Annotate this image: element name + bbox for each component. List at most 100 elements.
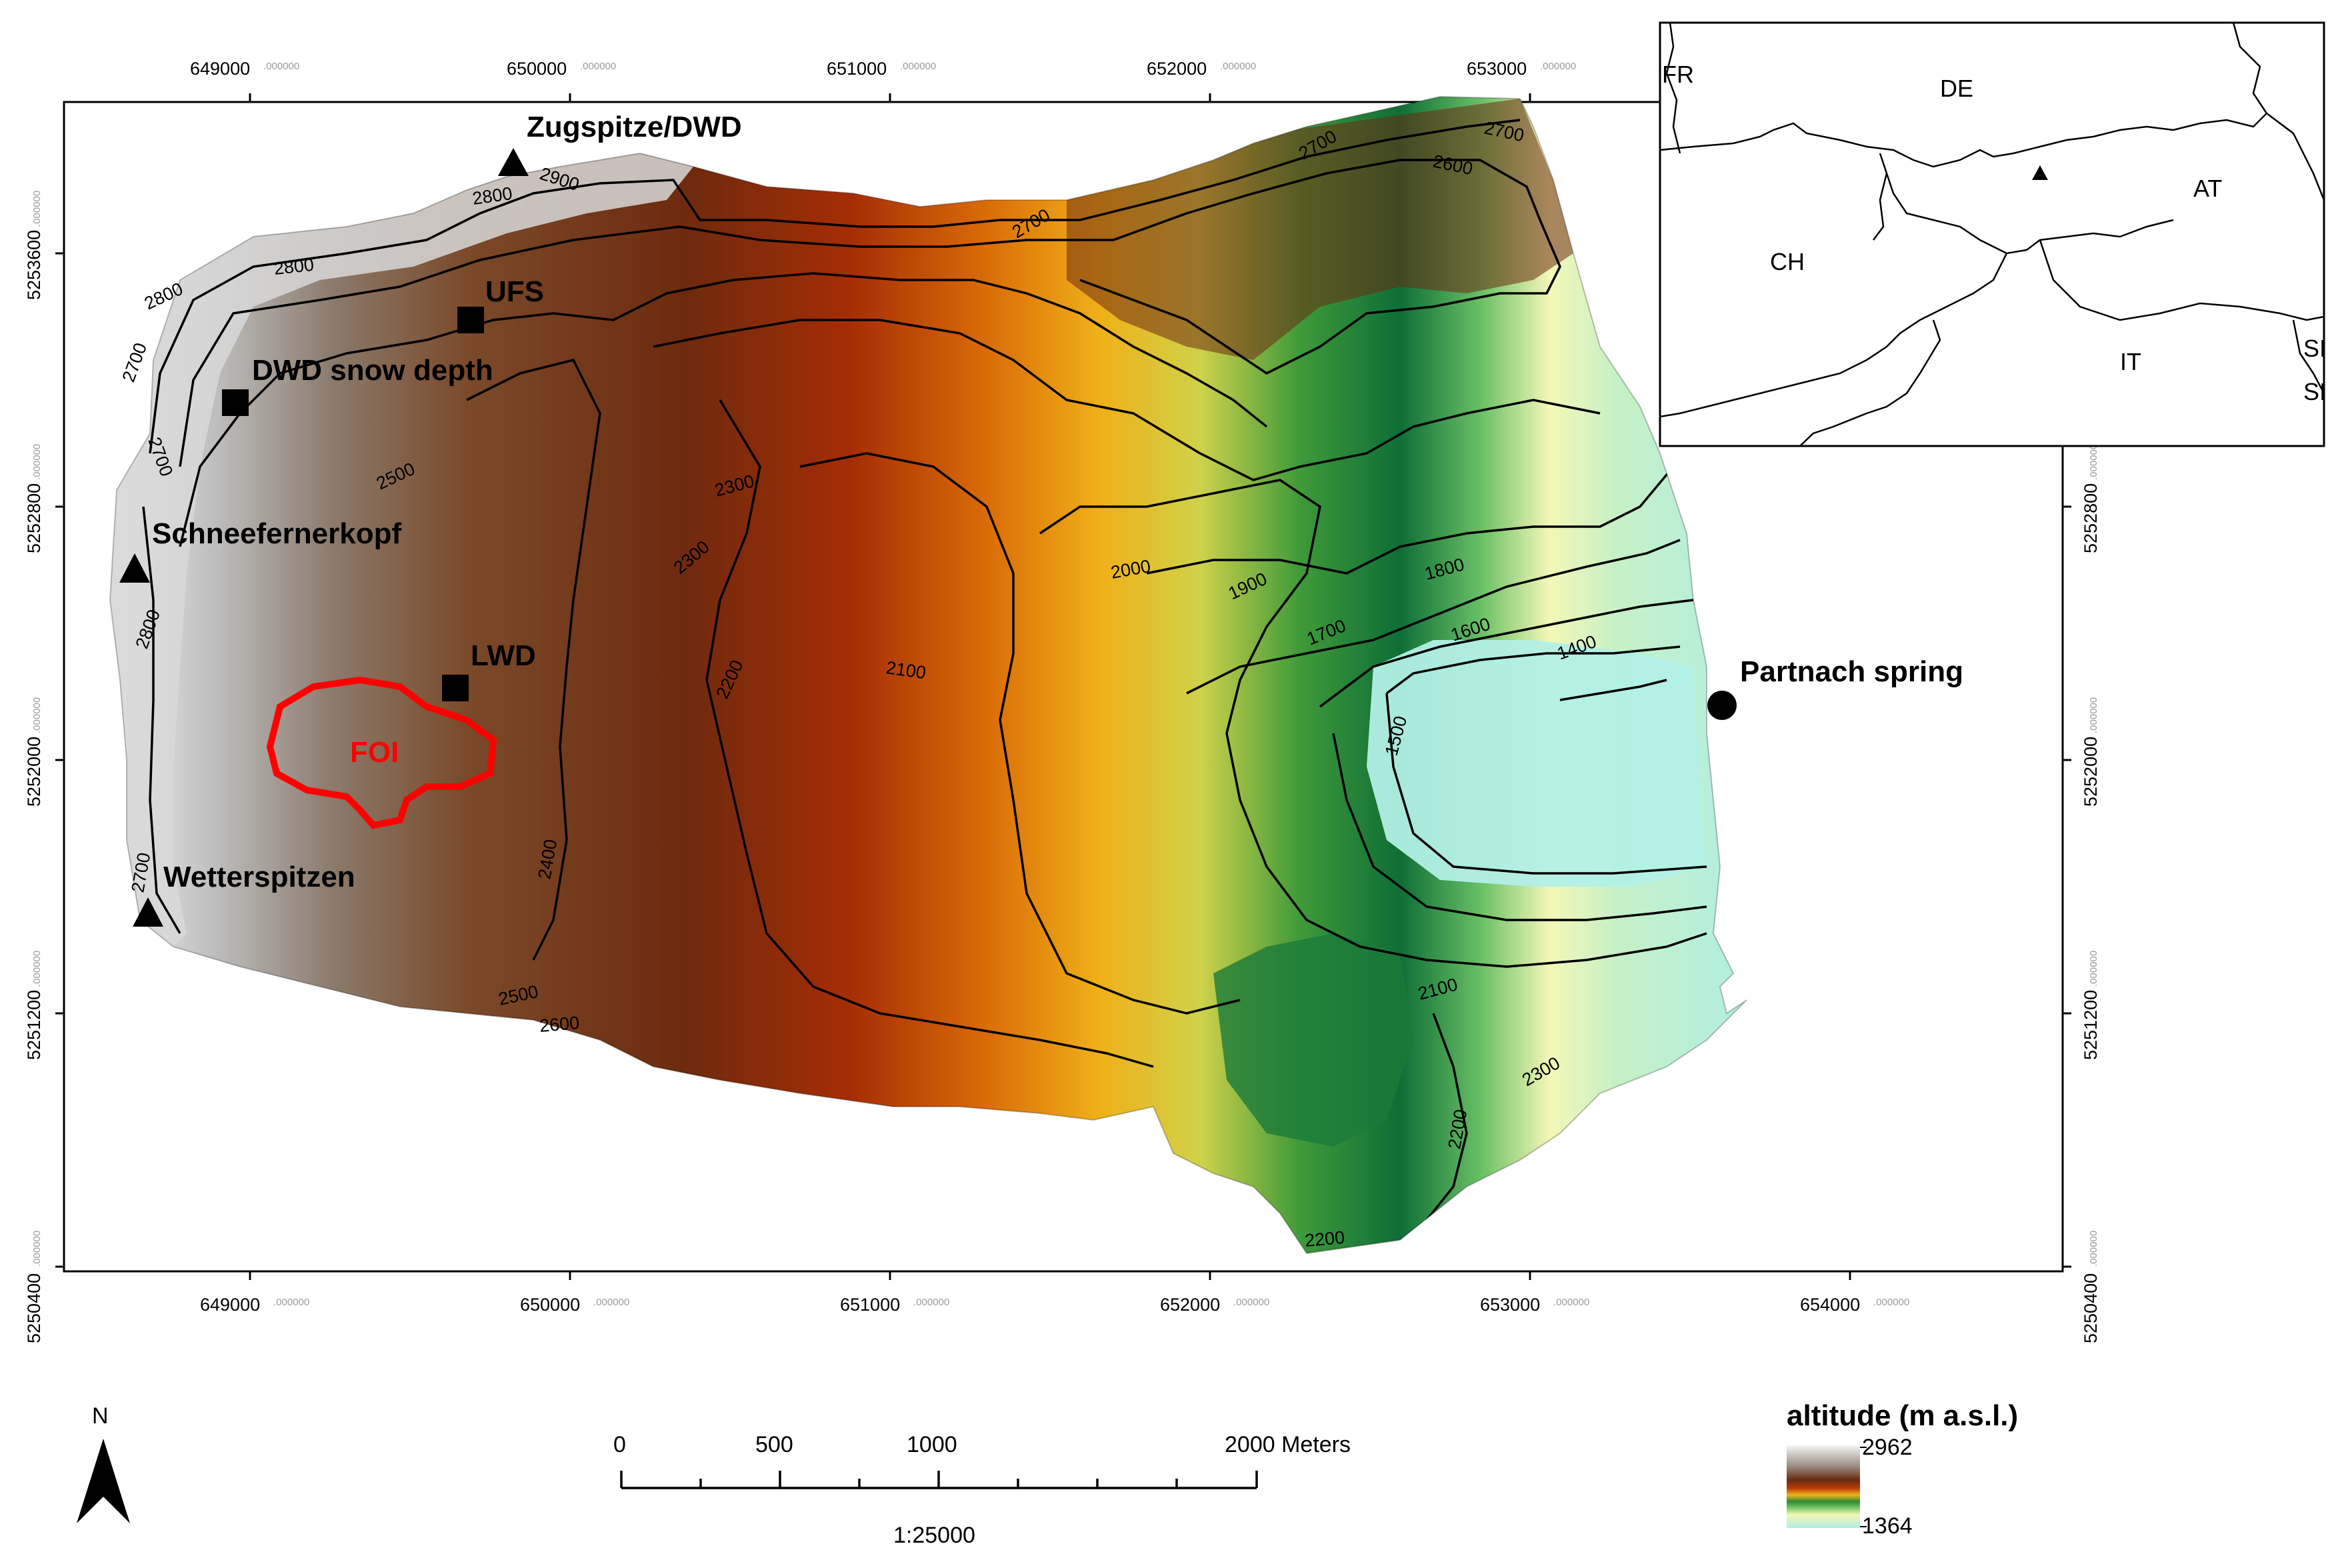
contour-1900 [1146, 465, 1675, 575]
north-arrow: N [77, 1403, 130, 1523]
x-axis-top-labels: 649000 .000000 650000 .000000 651000 .00… [190, 59, 1576, 79]
contour-label: 2600 [539, 1013, 580, 1036]
wetterspitzen-marker [133, 897, 163, 927]
dwd-snow-marker [222, 389, 249, 416]
contour-2500 [179, 272, 1268, 547]
contour-1600 [1332, 733, 1707, 921]
contour-2800 [149, 119, 1521, 454]
altitude-legend: altitude (m a.s.l.) 2962 1364 [1787, 1399, 2018, 1539]
x-tick-label: 651000 [840, 1295, 900, 1315]
y-tick-label: 5250400 [2081, 1273, 2101, 1343]
contour-label: 2700 [118, 340, 151, 385]
contour-1800 [1186, 539, 1681, 695]
partnach-label: Partnach spring [1740, 655, 1963, 688]
contour-2200-south [1425, 1013, 1468, 1221]
legend-title: altitude (m a.s.l.) [1787, 1399, 2018, 1432]
lwd-marker [442, 675, 469, 701]
contour-2400 [466, 358, 601, 961]
y-tick-label: 5252800 [2081, 483, 2101, 553]
contour-1700 [1319, 599, 1694, 708]
x-tick-label: 652000 [1160, 1295, 1220, 1315]
inset-borders [1659, 22, 2325, 447]
y-tick-label: 5252800 [24, 483, 44, 553]
y-tick-decimal: .000000 [31, 191, 43, 227]
y-tick-decimal: .000000 [2088, 1231, 2099, 1267]
foi-label: FOI [350, 736, 399, 769]
x-tick-label: 653000 [1467, 59, 1527, 79]
x-tick-decimal: .000000 [1540, 61, 1576, 72]
contour-2000 [1039, 479, 1707, 968]
contour-1500 [1385, 645, 1707, 875]
valley-floor [1367, 640, 1707, 887]
x-axis-bottom-labels: 649000 .000000 650000 .000000 651000 .00… [200, 1295, 1909, 1315]
contour-2600 [179, 159, 1561, 467]
scale-label: 500 [755, 1432, 793, 1457]
y-tick-decimal: .000000 [2088, 444, 2099, 480]
y-tick-label: 5250400 [24, 1273, 44, 1343]
contour-1400 [1559, 679, 1667, 701]
contour-label: 2800 [273, 255, 315, 279]
x-tick-decimal: .000000 [593, 1297, 629, 1308]
country-label: SI [2303, 378, 2326, 405]
contour-2200 [705, 399, 1154, 1068]
wetterspitzen-label: Wetterspitzen [163, 861, 355, 893]
y-tick-decimal: .000000 [2088, 951, 2099, 987]
x-tick-decimal: .000000 [913, 1297, 949, 1308]
legend-min: 1364 [1862, 1513, 1913, 1539]
scale-label: 0 [613, 1432, 626, 1457]
y-tick-decimal: .000000 [31, 951, 43, 987]
zugspitze-label: Zugspitze/DWD [527, 111, 742, 143]
x-tick-decimal: .000000 [1220, 61, 1256, 72]
inset-map: FR DE AT CH IT SI SI [1659, 21, 2326, 447]
summit-snow [110, 153, 693, 947]
contour-2300 [653, 319, 1601, 481]
site-markers: Zugspitze/DWD UFS DWD snow depth Schneef… [119, 111, 1963, 927]
south-lobe-green [1213, 933, 1413, 1147]
y-tick-decimal: .000000 [31, 697, 43, 733]
ufs-marker [457, 307, 484, 333]
x-tick-label: 649000 [200, 1295, 260, 1315]
inset-location-marker [2032, 165, 2048, 180]
catchment-boundary [109, 95, 1747, 1255]
x-tick-label: 651000 [827, 59, 887, 79]
x-tick-label: 650000 [507, 59, 567, 79]
scale-label: 1000 [907, 1432, 957, 1457]
legend-max: 2962 [1862, 1435, 1913, 1460]
y-tick-decimal: .000000 [31, 444, 43, 480]
ufs-label: UFS [485, 275, 544, 308]
inset-frame [1659, 21, 2325, 447]
partnach-marker [1707, 691, 1737, 720]
y-tick-label: 5251200 [2081, 990, 2101, 1060]
y-tick-label: 5252000 [2081, 737, 2101, 807]
contour-2100 [799, 452, 1241, 1015]
x-tick-decimal: .000000 [580, 61, 616, 72]
country-label: IT [2120, 348, 2141, 375]
legend-colorbar [1787, 1445, 1860, 1528]
y-axis-right-labels: 5252800 .000000 5252000 .000000 5251200 … [2081, 444, 2101, 1343]
y-tick-decimal: .000000 [2088, 697, 2099, 733]
x-tick-decimal: .000000 [263, 61, 299, 72]
y-axis-left-labels: 5253600 .000000 5252800 .000000 5252000 … [24, 191, 44, 1343]
lwd-label: LWD [471, 639, 536, 672]
country-label: DE [1940, 75, 1973, 102]
y-tick-label: 5252000 [24, 737, 44, 807]
foi-area [266, 676, 497, 829]
scale-bar: 0 500 1000 2000 Meters 1:25000 [613, 1432, 1351, 1548]
dwd-snow-label: DWD snow depth [252, 354, 493, 387]
north-arrow-icon [77, 1439, 130, 1523]
axis-ticks [55, 93, 2071, 1280]
contour-2700 [142, 506, 181, 934]
x-tick-label: 653000 [1480, 1295, 1540, 1315]
x-tick-decimal: .000000 [1233, 1297, 1269, 1308]
schneefernerkopf-marker [119, 553, 150, 583]
country-label: AT [2193, 175, 2222, 202]
x-tick-decimal: .000000 [1553, 1297, 1589, 1308]
zugspitze-marker [498, 148, 529, 176]
contour-lines [142, 119, 1707, 1221]
map-frame [63, 101, 2064, 1273]
x-tick-label: 652000 [1147, 59, 1207, 79]
x-tick-decimal: .000000 [273, 1297, 309, 1308]
country-label: FR [1662, 61, 1694, 88]
x-tick-decimal: .000000 [900, 61, 936, 72]
